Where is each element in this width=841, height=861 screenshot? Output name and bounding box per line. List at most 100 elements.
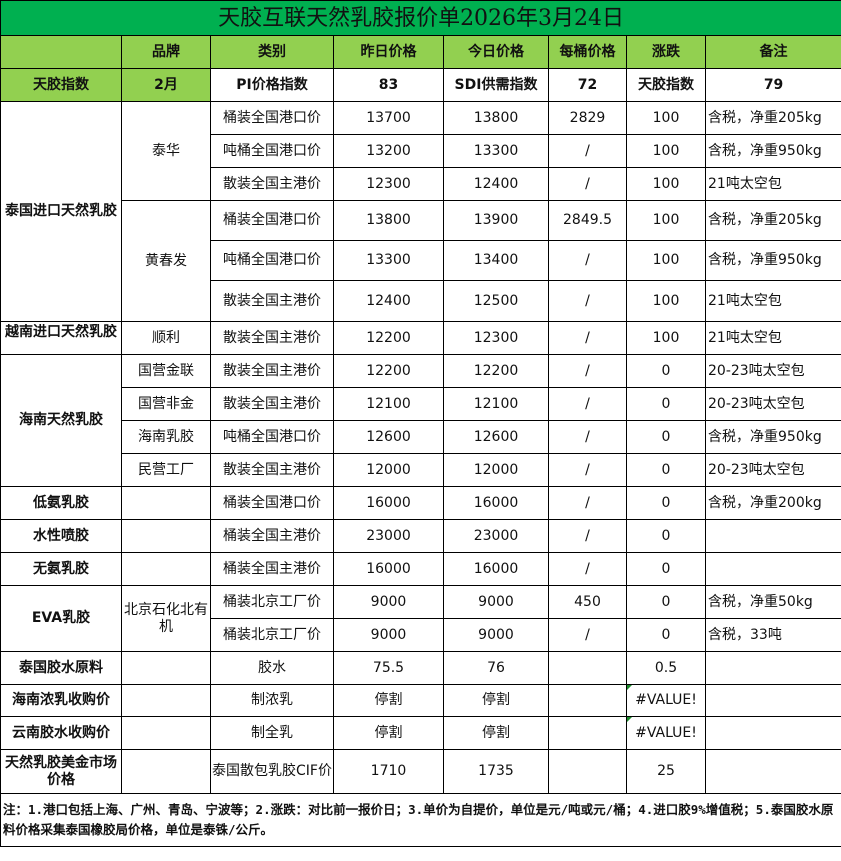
brand-cell: 海南乳胶 bbox=[121, 420, 211, 454]
type-cell: 吨桶全国港口价 bbox=[210, 240, 334, 281]
type-cell: 制全乳 bbox=[210, 716, 334, 750]
table-row: 黄春发 桶装全国港口价 13800 13900 2849.5 100 含税，净重205kg bbox=[1, 200, 841, 322]
yesterday-price-cell: 13800 bbox=[333, 200, 444, 241]
type-cell: 吨桶全国港口价 bbox=[210, 134, 334, 168]
type-cell: 散装全国主港价 bbox=[210, 387, 334, 421]
per-barrel-price-cell: 2829 bbox=[548, 101, 627, 135]
table-row: 桶装北京工厂价 9000 9000/0 含税，33吨 bbox=[1, 618, 841, 652]
brand-cell bbox=[121, 749, 211, 794]
column-header: 昨日价格 bbox=[333, 35, 444, 69]
type-cell: 胶水 bbox=[210, 651, 334, 685]
per-barrel-price-cell bbox=[548, 684, 627, 717]
change-cell: 25 bbox=[626, 749, 706, 794]
yesterday-price-cell: 75.5 bbox=[333, 651, 444, 685]
note-cell: 20-23吨太空包 bbox=[704, 453, 841, 487]
per-barrel-price-cell: / bbox=[548, 240, 627, 281]
change-cell: 100 bbox=[626, 101, 706, 135]
index-cell: 83 bbox=[333, 68, 444, 102]
today-price-cell: 12000 bbox=[443, 453, 549, 487]
type-cell: 桶装全国主港价 bbox=[210, 552, 334, 586]
type-cell: 吨桶全国港口价 bbox=[210, 420, 334, 454]
note-cell: 含税，净重200kg bbox=[704, 486, 841, 520]
table-row: 散装全国主港价 12400 12500/100 21吨太空包 bbox=[1, 280, 841, 322]
per-barrel-price-cell: 450 bbox=[548, 585, 627, 619]
type-cell: 散装全国主港价 bbox=[210, 280, 334, 322]
type-cell: 制浓乳 bbox=[210, 684, 334, 717]
change-cell: #VALUE! bbox=[626, 684, 706, 717]
per-barrel-price-cell: / bbox=[548, 420, 627, 454]
yesterday-price-cell: 停割 bbox=[333, 716, 444, 750]
yesterday-price-cell: 停割 bbox=[333, 684, 444, 717]
category-cell: 天然乳胶美金市场价格 bbox=[0, 749, 122, 794]
table-row: 国营非金 散装全国主港价 12100 12100/0 20-23吨太空包 bbox=[1, 387, 841, 421]
header-row: 品牌 类别 昨日价格 今日价格 每桶价格 涨跌 备注 bbox=[0, 35, 841, 69]
today-price-cell: 13900 bbox=[443, 200, 549, 241]
change-cell: 0.5 bbox=[626, 651, 706, 685]
note-cell: 20-23吨太空包 bbox=[704, 387, 841, 421]
column-header: 备注 bbox=[704, 35, 841, 69]
change-cell: #VALUE! bbox=[626, 716, 706, 750]
brand-cell bbox=[121, 716, 211, 750]
today-price-cell: 16000 bbox=[443, 552, 549, 586]
change-cell: 0 bbox=[626, 420, 706, 454]
table-row: EVA乳胶 北京石化北有机 桶装北京工厂价 9000 9000 450 0 含税，净重50kg bbox=[0, 585, 841, 652]
per-barrel-price-cell: / bbox=[548, 618, 627, 652]
brand-cell: 顺利 bbox=[121, 321, 211, 355]
today-price-cell: 76 bbox=[443, 651, 549, 685]
table-row: 海南天然乳胶 国营金联 散装全国主港价 12200 12200/0 20-23吨太空包 bbox=[0, 354, 841, 487]
column-header: 今日价格 bbox=[443, 35, 549, 69]
yesterday-price-cell: 12100 bbox=[333, 387, 444, 421]
yesterday-price-cell: 9000 bbox=[333, 585, 444, 619]
category-cell: 低氨乳胶 bbox=[0, 486, 122, 520]
per-barrel-price-cell: / bbox=[548, 453, 627, 487]
type-cell: 桶装全国主港价 bbox=[210, 519, 334, 553]
yesterday-price-cell: 12000 bbox=[333, 453, 444, 487]
note-cell: 含税，净重950kg bbox=[704, 240, 841, 281]
yesterday-price-cell: 16000 bbox=[333, 486, 444, 520]
category-cell: EVA乳胶 bbox=[0, 585, 122, 652]
type-cell: 散装全国主港价 bbox=[210, 321, 334, 355]
today-price-cell: 12300 bbox=[443, 321, 549, 355]
today-price-cell: 9000 bbox=[443, 585, 549, 619]
yesterday-price-cell: 12200 bbox=[333, 321, 444, 355]
category-cell: 水性喷胶 bbox=[0, 519, 122, 553]
yesterday-price-cell: 12300 bbox=[333, 167, 444, 201]
today-price-cell: 23000 bbox=[443, 519, 549, 553]
table-row: 云南胶水收购价 制全乳 停割 停割 #VALUE! bbox=[0, 716, 841, 750]
type-cell: 桶装全国港口价 bbox=[210, 200, 334, 241]
note-cell bbox=[704, 749, 841, 794]
table-row: 吨桶全国港口价 13300 13400/100 含税，净重950kg bbox=[1, 240, 841, 281]
per-barrel-price-cell bbox=[548, 651, 627, 685]
column-header: 品牌 bbox=[121, 35, 211, 69]
column-header bbox=[0, 35, 122, 69]
category-cell: 海南天然乳胶 bbox=[0, 354, 122, 487]
change-cell: 0 bbox=[626, 354, 706, 388]
index-cell: 2月 bbox=[121, 68, 211, 102]
table-row: 无氨乳胶 桶装全国主港价 16000 16000/0 bbox=[0, 552, 841, 586]
note-cell: 21吨太空包 bbox=[704, 167, 841, 201]
brand-cell bbox=[121, 486, 211, 520]
change-cell: 100 bbox=[626, 134, 706, 168]
yesterday-price-cell: 13700 bbox=[333, 101, 444, 135]
yesterday-price-cell: 12400 bbox=[333, 280, 444, 322]
type-cell: 散装全国主港价 bbox=[210, 453, 334, 487]
brand-cell bbox=[121, 552, 211, 586]
table-row: 民营工厂 散装全国主港价 12000 12000/0 20-23吨太空包 bbox=[1, 453, 841, 487]
column-header: 类别 bbox=[210, 35, 334, 69]
yesterday-price-cell: 23000 bbox=[333, 519, 444, 553]
brand-cell: 国营非金 bbox=[121, 387, 211, 421]
per-barrel-price-cell: / bbox=[548, 519, 627, 553]
today-price-cell: 停割 bbox=[443, 684, 549, 717]
brand-cell bbox=[121, 684, 211, 717]
table-row: 吨桶全国港口价 13200 13300/100 含税，净重950kg bbox=[1, 134, 841, 168]
today-price-cell: 16000 bbox=[443, 486, 549, 520]
type-cell: 散装全国主港价 bbox=[210, 167, 334, 201]
brand-cell: 北京石化北有机 bbox=[121, 585, 211, 652]
brand-cell: 泰华 bbox=[121, 101, 211, 201]
note-cell bbox=[704, 716, 841, 750]
type-cell: 散装全国主港价 bbox=[210, 354, 334, 388]
per-barrel-price-cell: / bbox=[548, 167, 627, 201]
note-cell: 20-23吨太空包 bbox=[704, 354, 841, 388]
today-price-cell: 停割 bbox=[443, 716, 549, 750]
